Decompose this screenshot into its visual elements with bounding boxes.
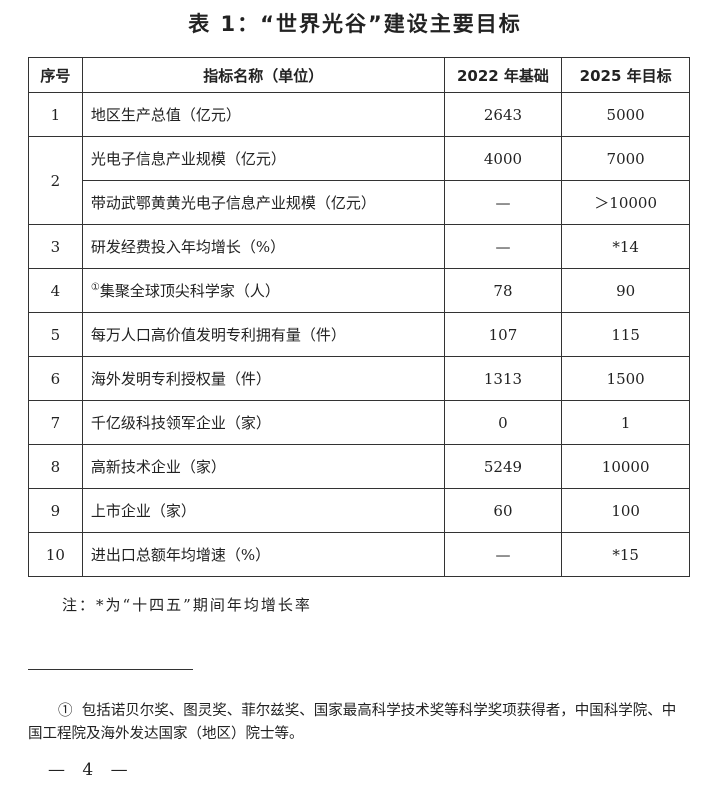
cell-base: 0 xyxy=(443,400,563,445)
cell-target: 7000 xyxy=(561,136,690,181)
cell-name: 地区生产总值（亿元） xyxy=(81,92,445,137)
header-row: 序号 指标名称（单位） 2022 年基础 2025 年目标 xyxy=(28,57,690,93)
table-row: 2 光电子信息产业规模（亿元） 4000 7000 xyxy=(28,136,690,225)
cell-name-text: 光电子信息产业规模（亿元） xyxy=(90,150,286,168)
table-row: 5 每万人口高价值发明专利拥有量（件） 107 115 xyxy=(28,312,690,357)
cell-name-text: 集聚全球顶尖科学家（人） xyxy=(99,282,280,300)
cell-name: 光电子信息产业规模（亿元） xyxy=(81,136,445,181)
cell-target: 5000 xyxy=(561,92,690,137)
cell-no: 10 xyxy=(28,532,83,577)
table-row: 3 研发经费投入年均增长（%） — *14 xyxy=(28,224,690,269)
cell-name: 上市企业（家） xyxy=(81,488,445,533)
cell-no: 1 xyxy=(28,92,83,137)
cell-name: 每万人口高价值发明专利拥有量（件） xyxy=(81,312,445,357)
cell-target: *15 xyxy=(561,532,690,577)
cell-base: 2643 xyxy=(443,92,563,137)
cell-base: 78 xyxy=(443,268,563,313)
header-target: 2025 年目标 xyxy=(561,57,690,93)
cell-no: 9 xyxy=(28,488,83,533)
cell-name: 带动武鄂黄黄光电子信息产业规模（亿元） xyxy=(81,180,445,225)
footnote-ref: ① xyxy=(90,282,100,293)
cell-base: — xyxy=(443,180,563,225)
table-row: 4 ①集聚全球顶尖科学家（人） 78 90 xyxy=(28,268,690,313)
cell-no: 8 xyxy=(28,444,83,489)
cell-name-text: 带动武鄂黄黄光电子信息产业规模（亿元） xyxy=(90,194,376,212)
cell-name-text: 上市企业（家） xyxy=(90,502,196,520)
cell-name: 研发经费投入年均增长（%） xyxy=(81,224,445,269)
cell-name: 海外发明专利授权量（件） xyxy=(81,356,445,401)
cell-name-text: 海外发明专利授权量（件） xyxy=(90,370,271,388)
goals-table: 序号 指标名称（单位） 2022 年基础 2025 年目标 1 地区生产总值（亿元… xyxy=(28,57,690,577)
table-row: 带动武鄂黄黄光电子信息产业规模（亿元） — ＞10000 xyxy=(29,180,690,225)
cell-base: 4000 xyxy=(443,136,563,181)
cell-base: 107 xyxy=(443,312,563,357)
cell-target: 90 xyxy=(561,268,690,313)
header-name: 指标名称（单位） xyxy=(81,57,445,93)
cell-no: 2 xyxy=(28,136,83,225)
footnote-mark: ① xyxy=(58,703,73,719)
table-row: 1 地区生产总值（亿元） 2643 5000 xyxy=(28,92,690,137)
cell-no: 6 xyxy=(28,356,83,401)
cell-no: 5 xyxy=(28,312,83,357)
footnote: ① 包括诺贝尔奖、图灵奖、菲尔兹奖、国家最高科学技术奖等科学奖项获得者，中国科学… xyxy=(28,700,690,746)
cell-no: 7 xyxy=(28,400,83,445)
header-no: 序号 xyxy=(28,57,83,93)
cell-target: 1500 xyxy=(561,356,690,401)
cell-name: ①集聚全球顶尖科学家（人） xyxy=(81,268,445,313)
cell-base: 60 xyxy=(443,488,563,533)
page-number: — 4 — xyxy=(48,760,134,780)
cell-name-text: 千亿级科技领军企业（家） xyxy=(90,414,271,432)
cell-no: 3 xyxy=(28,224,83,269)
table-note: 注：*为“十四五”期间年均增长率 xyxy=(62,596,312,614)
cell-name-text: 地区生产总值（亿元） xyxy=(90,106,241,124)
cell-base: — xyxy=(443,224,563,269)
table-row: 10 进出口总额年均增速（%） — *15 xyxy=(28,532,690,577)
header-base: 2022 年基础 xyxy=(443,57,563,93)
table-title: 表 1：“世界光谷”建设主要目标 xyxy=(188,12,522,36)
cell-target: 100 xyxy=(561,488,690,533)
table-row: 7 千亿级科技领军企业（家） 0 1 xyxy=(28,400,690,445)
cell-target: ＞10000 xyxy=(561,180,690,225)
cell-name-text: 研发经费投入年均增长（%） xyxy=(90,238,286,256)
footnote-text: 包括诺贝尔奖、图灵奖、菲尔兹奖、国家最高科学技术奖等科学奖项获得者，中国科学院、… xyxy=(28,703,677,742)
cell-target: 10000 xyxy=(561,444,690,489)
cell-target: 115 xyxy=(561,312,690,357)
cell-no: 4 xyxy=(28,268,83,313)
cell-name: 千亿级科技领军企业（家） xyxy=(81,400,445,445)
cell-base: 1313 xyxy=(443,356,563,401)
cell-name-text: 进出口总额年均增速（%） xyxy=(90,546,271,564)
cell-target: *14 xyxy=(561,224,690,269)
cell-name: 进出口总额年均增速（%） xyxy=(81,532,445,577)
cell-name-text: 高新技术企业（家） xyxy=(90,458,226,476)
footnote-divider xyxy=(28,669,193,670)
table-row: 8 高新技术企业（家） 5249 10000 xyxy=(28,444,690,489)
cell-name-text: 每万人口高价值发明专利拥有量（件） xyxy=(90,326,346,344)
cell-target: 1 xyxy=(561,400,690,445)
table-row: 9 上市企业（家） 60 100 xyxy=(28,488,690,533)
cell-base: — xyxy=(443,532,563,577)
cell-name: 高新技术企业（家） xyxy=(81,444,445,489)
cell-base: 5249 xyxy=(443,444,563,489)
table-row: 6 海外发明专利授权量（件） 1313 1500 xyxy=(28,356,690,401)
